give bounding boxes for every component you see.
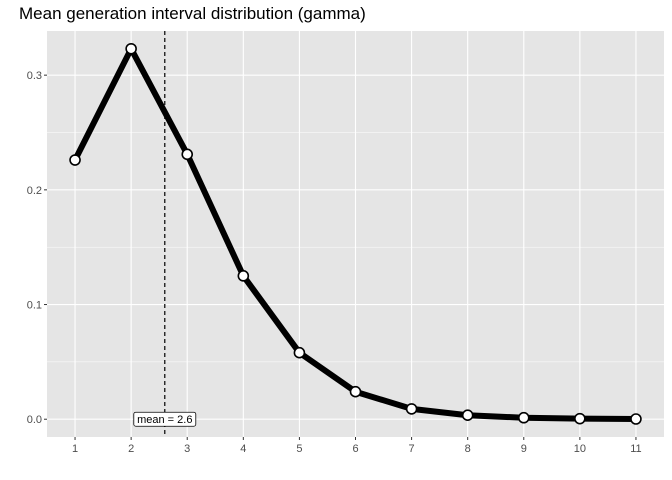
y-tick-label: 0.3 [27,70,42,82]
mean-label-text: mean = 2.6 [137,414,192,426]
y-tick-label: 0.2 [27,185,42,197]
x-tick-label: 10 [574,443,586,455]
data-point [293,346,306,359]
data-point [181,148,194,161]
data-point [237,270,250,282]
x-tick-label: 5 [296,443,302,455]
data-point [69,154,81,166]
x-tick-label: 11 [630,443,641,455]
data-point [517,411,530,424]
y-tick-label: 0.0 [27,414,42,426]
data-point [630,413,642,425]
data-points [69,42,642,425]
chart-title: Mean generation interval distribution (g… [19,4,366,23]
mean-label-box [133,411,197,427]
x-tick-label: 3 [184,443,190,455]
mean-annotation: mean = 2.6 [133,411,197,427]
data-point [461,409,474,422]
x-tick-label: 8 [465,443,471,455]
y-axis-tick-labels: 0.0 0.1 0.2 0.3 [27,70,42,426]
x-axis-tick-labels: 1 2 3 4 5 6 7 8 9 10 11 [72,443,642,455]
data-point [125,42,137,55]
x-tick-label: 9 [521,443,527,455]
data-point [574,412,586,425]
axis-ticks [44,74,637,440]
data-point [405,403,418,415]
major-gridlines [47,31,664,437]
x-tick-label: 4 [240,443,246,455]
x-tick-label: 7 [409,443,415,455]
data-point [349,385,362,398]
y-tick-label: 0.1 [27,300,42,312]
x-tick-label: 6 [352,443,358,455]
x-tick-label: 2 [128,443,134,455]
x-tick-label: 1 [72,443,78,455]
